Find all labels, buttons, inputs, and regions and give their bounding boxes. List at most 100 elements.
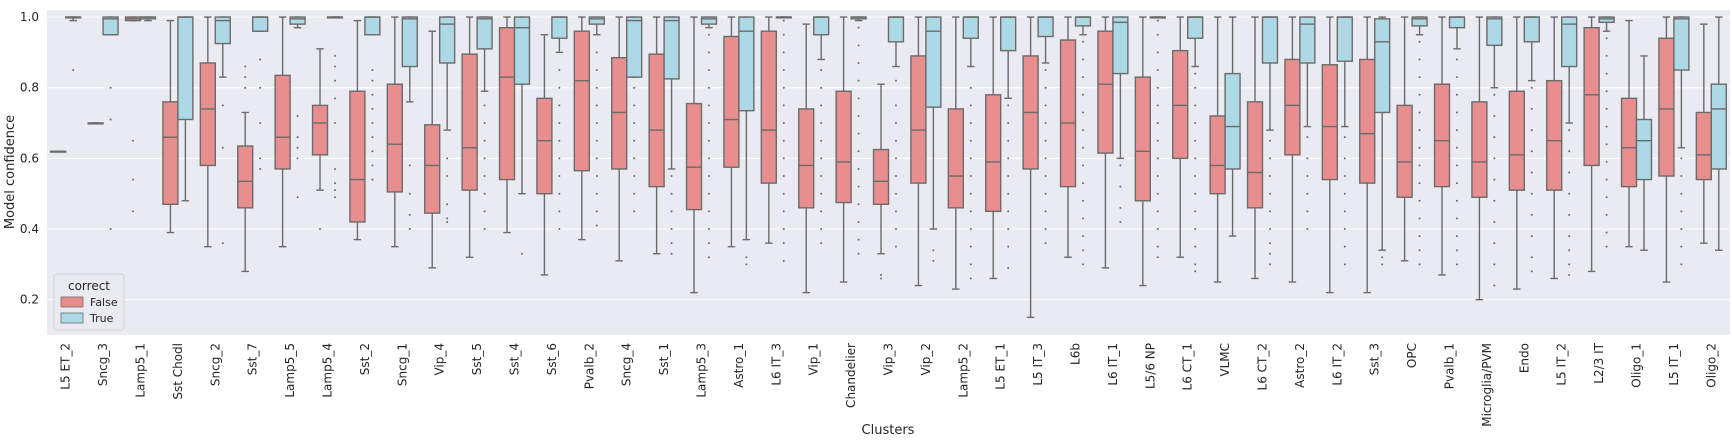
flier-point bbox=[969, 245, 972, 248]
box-iqr bbox=[1620, 97, 1638, 188]
box-iqr bbox=[588, 16, 605, 25]
flier-point bbox=[1381, 263, 1384, 266]
flier-point bbox=[296, 196, 299, 199]
flier-point bbox=[1081, 217, 1084, 220]
x-tick-label: Sst_5 bbox=[470, 343, 484, 375]
y-axis-label: Model confidence bbox=[3, 115, 18, 229]
box-iqr bbox=[461, 53, 478, 191]
box-iqr bbox=[1209, 115, 1226, 195]
box-false bbox=[1583, 16, 1600, 273]
flier-point bbox=[259, 157, 262, 160]
flier-point bbox=[371, 79, 374, 82]
x-tick-label: Sncg_3 bbox=[96, 343, 110, 386]
flier-point bbox=[1418, 164, 1421, 167]
box-iqr bbox=[1471, 101, 1488, 198]
flier-point bbox=[1306, 210, 1309, 213]
flier-point bbox=[1156, 139, 1159, 142]
flier-point bbox=[259, 167, 262, 170]
flier-point bbox=[1343, 210, 1346, 213]
flier-point bbox=[820, 210, 823, 213]
flier-point bbox=[1194, 245, 1197, 248]
x-tick-label: Lamp5_1 bbox=[134, 343, 148, 398]
flier-point bbox=[1530, 256, 1533, 259]
box-false bbox=[1022, 16, 1039, 319]
flier-point bbox=[132, 210, 135, 213]
flier-point bbox=[221, 146, 224, 149]
box-iqr bbox=[513, 16, 531, 85]
box-iqr bbox=[887, 16, 905, 43]
flier-point bbox=[1418, 129, 1421, 132]
flier-point bbox=[1605, 245, 1608, 248]
x-tick-label: L2/3 IT bbox=[1592, 342, 1606, 383]
flier-point bbox=[1044, 104, 1047, 107]
flier-point bbox=[1343, 245, 1346, 248]
flier-point bbox=[1568, 235, 1571, 238]
flier-point bbox=[707, 86, 710, 89]
flier-point bbox=[1268, 242, 1271, 245]
flier-point bbox=[333, 182, 336, 185]
flier-point bbox=[894, 245, 897, 248]
box-iqr bbox=[1359, 58, 1376, 184]
flier-point bbox=[670, 175, 673, 178]
flier-point bbox=[558, 139, 561, 142]
flier-point bbox=[446, 203, 449, 206]
flier-point bbox=[707, 33, 710, 36]
flier-point bbox=[1418, 93, 1421, 96]
flier-point bbox=[745, 256, 748, 259]
flier-point bbox=[1156, 256, 1159, 259]
box-true bbox=[1448, 16, 1466, 266]
box-iqr bbox=[872, 148, 890, 205]
flier-point bbox=[408, 213, 411, 216]
x-tick-label: Sst_1 bbox=[657, 343, 671, 375]
flier-point bbox=[1680, 192, 1683, 195]
x-tick-label: Vip_3 bbox=[882, 343, 896, 376]
flier-point bbox=[1605, 54, 1608, 57]
flier-point bbox=[820, 69, 823, 72]
flier-point bbox=[1530, 171, 1533, 174]
flier-point bbox=[1156, 86, 1159, 89]
flier-point bbox=[1605, 37, 1608, 40]
box-true bbox=[850, 16, 867, 255]
flier-point bbox=[333, 167, 336, 170]
flier-point bbox=[1493, 263, 1496, 266]
flier-point bbox=[880, 273, 883, 276]
box-iqr bbox=[1261, 16, 1279, 64]
box-series bbox=[50, 16, 1727, 319]
x-tick-label: Pvalb_2 bbox=[582, 343, 596, 389]
flier-point bbox=[782, 104, 785, 107]
box-iqr bbox=[1546, 79, 1563, 191]
flier-point bbox=[259, 86, 262, 89]
box-false bbox=[536, 34, 553, 276]
box-true bbox=[251, 16, 269, 170]
flier-point bbox=[1081, 58, 1084, 61]
flier-point bbox=[296, 157, 299, 160]
box-true bbox=[1598, 16, 1615, 248]
flier-point bbox=[633, 104, 636, 107]
flier-point bbox=[595, 224, 598, 227]
flier-point bbox=[483, 139, 486, 142]
flier-point bbox=[1007, 175, 1010, 178]
x-tick-label: Lamp5_3 bbox=[695, 343, 709, 398]
legend-entry-true: True bbox=[89, 312, 114, 325]
box-false bbox=[461, 16, 478, 258]
box-iqr bbox=[723, 35, 740, 168]
flier-point bbox=[595, 139, 598, 142]
flier-point bbox=[1306, 175, 1309, 178]
flier-point bbox=[1680, 210, 1683, 213]
flier-point bbox=[1081, 263, 1084, 266]
flier-point bbox=[1455, 164, 1458, 167]
flier-point bbox=[333, 54, 336, 57]
flier-point bbox=[446, 217, 449, 220]
box-false bbox=[1284, 16, 1301, 283]
flier-point bbox=[1081, 182, 1084, 185]
flier-point bbox=[408, 192, 411, 195]
x-tick-label: Sst_3 bbox=[1368, 343, 1382, 375]
flier-point bbox=[408, 164, 411, 167]
flier-point bbox=[1343, 263, 1346, 266]
flier-point bbox=[72, 69, 75, 72]
flier-point bbox=[333, 189, 336, 192]
box-iqr bbox=[349, 90, 366, 223]
flier-point bbox=[1194, 270, 1197, 273]
box-iqr bbox=[1000, 16, 1017, 52]
flier-point bbox=[1268, 252, 1271, 255]
